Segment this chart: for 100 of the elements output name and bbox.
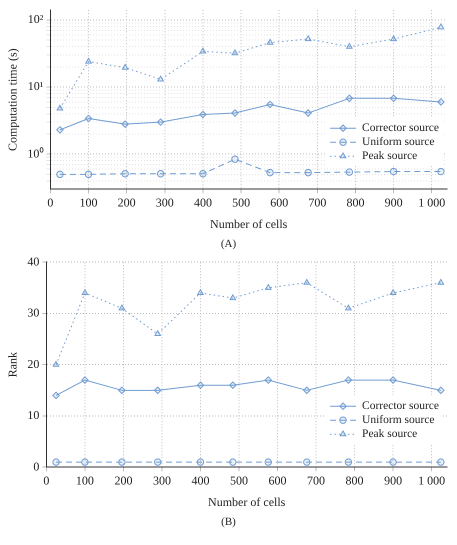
- y-tick-label: 10⁰: [27, 146, 44, 160]
- point: [85, 58, 92, 64]
- point: [303, 386, 310, 394]
- y-tick-label: 40: [27, 254, 40, 268]
- point: [264, 376, 272, 384]
- x-tick-label: 900: [384, 474, 402, 488]
- point: [266, 100, 274, 108]
- point: [154, 386, 162, 394]
- point: [437, 98, 445, 106]
- y-tick-label: 0: [33, 459, 40, 474]
- y-tick-label: 10¹: [28, 79, 44, 94]
- point: [390, 94, 398, 102]
- x-tick-label: 400: [194, 196, 212, 210]
- x-tick-label: 1 000: [418, 474, 446, 488]
- point: [156, 170, 164, 178]
- x-tick-label: 1 000: [418, 196, 446, 210]
- point: [390, 168, 398, 176]
- point: [266, 38, 274, 45]
- point: [200, 48, 206, 54]
- y-tick-label: 10: [27, 408, 40, 422]
- legend-label: Corrector source: [362, 400, 439, 412]
- point: [304, 168, 312, 176]
- x-tick-label: 600: [270, 196, 288, 210]
- point: [390, 35, 397, 42]
- x-tick-label: 700: [308, 196, 326, 210]
- y-tick-label: 10²: [28, 12, 44, 26]
- x-tick-label: 200: [118, 196, 136, 210]
- x-tick-label: 700: [307, 474, 326, 488]
- x-tick-label: 500: [232, 196, 250, 210]
- point: [81, 458, 89, 466]
- point: [346, 42, 353, 49]
- point: [199, 170, 207, 178]
- point: [118, 386, 126, 394]
- point: [344, 376, 352, 384]
- x-axis-title: Number of cells: [210, 216, 288, 231]
- point: [229, 382, 237, 389]
- point: [231, 156, 239, 163]
- point: [389, 458, 397, 466]
- x-tick-label: 500: [230, 474, 248, 488]
- x-tick-label: 400: [191, 474, 210, 488]
- x-tick-label: 100: [80, 196, 98, 210]
- point: [121, 170, 129, 178]
- x-tick-label: 800: [346, 474, 364, 488]
- point: [265, 284, 272, 290]
- point: [389, 376, 397, 384]
- point: [156, 118, 164, 126]
- point: [437, 458, 445, 466]
- point: [390, 289, 396, 296]
- text: (A): [220, 237, 238, 252]
- point: [231, 109, 239, 117]
- point: [56, 126, 64, 134]
- point: [52, 392, 60, 400]
- point: [157, 76, 164, 82]
- point: [266, 168, 274, 176]
- point: [437, 386, 445, 394]
- x-tick-label: 300: [152, 474, 171, 488]
- point: [81, 376, 89, 384]
- y-tick-label: 20: [27, 356, 40, 371]
- point: [437, 168, 445, 176]
- point: [303, 458, 310, 466]
- point: [196, 382, 204, 389]
- point: [154, 458, 162, 466]
- point: [345, 304, 352, 310]
- x-tick-label: 900: [384, 196, 403, 210]
- point: [118, 458, 126, 466]
- x-tick-label: 300: [156, 196, 174, 210]
- y-axis-title: Rank: [5, 352, 20, 378]
- x-tick-label: 0: [47, 196, 54, 210]
- point: [197, 289, 204, 296]
- point: [122, 64, 128, 70]
- point: [232, 49, 238, 56]
- point: [52, 361, 60, 367]
- legend-label: Peak source: [362, 428, 418, 440]
- x-tick-label: 200: [114, 474, 132, 488]
- x-tick-label: 100: [76, 474, 94, 488]
- point: [56, 170, 64, 178]
- point: [264, 458, 272, 466]
- point: [196, 458, 204, 466]
- legend-label: Peak source: [362, 150, 418, 162]
- legend-label: Uniform source: [362, 414, 435, 426]
- point: [154, 330, 161, 336]
- x-axis-title: Number of cells: [208, 494, 286, 509]
- legend-label: Corrector source: [362, 122, 439, 134]
- point: [84, 114, 92, 122]
- point: [52, 458, 60, 466]
- point: [121, 120, 129, 128]
- point: [344, 458, 352, 466]
- point: [230, 294, 236, 300]
- point: [304, 109, 312, 117]
- text: (B): [220, 515, 237, 530]
- point: [56, 104, 64, 111]
- point: [229, 458, 237, 466]
- point: [82, 289, 88, 296]
- point: [118, 304, 126, 310]
- x-tick-label: 800: [346, 196, 364, 210]
- point: [438, 279, 444, 285]
- point: [84, 170, 92, 178]
- point: [304, 279, 310, 285]
- point: [199, 110, 207, 118]
- point: [438, 24, 444, 30]
